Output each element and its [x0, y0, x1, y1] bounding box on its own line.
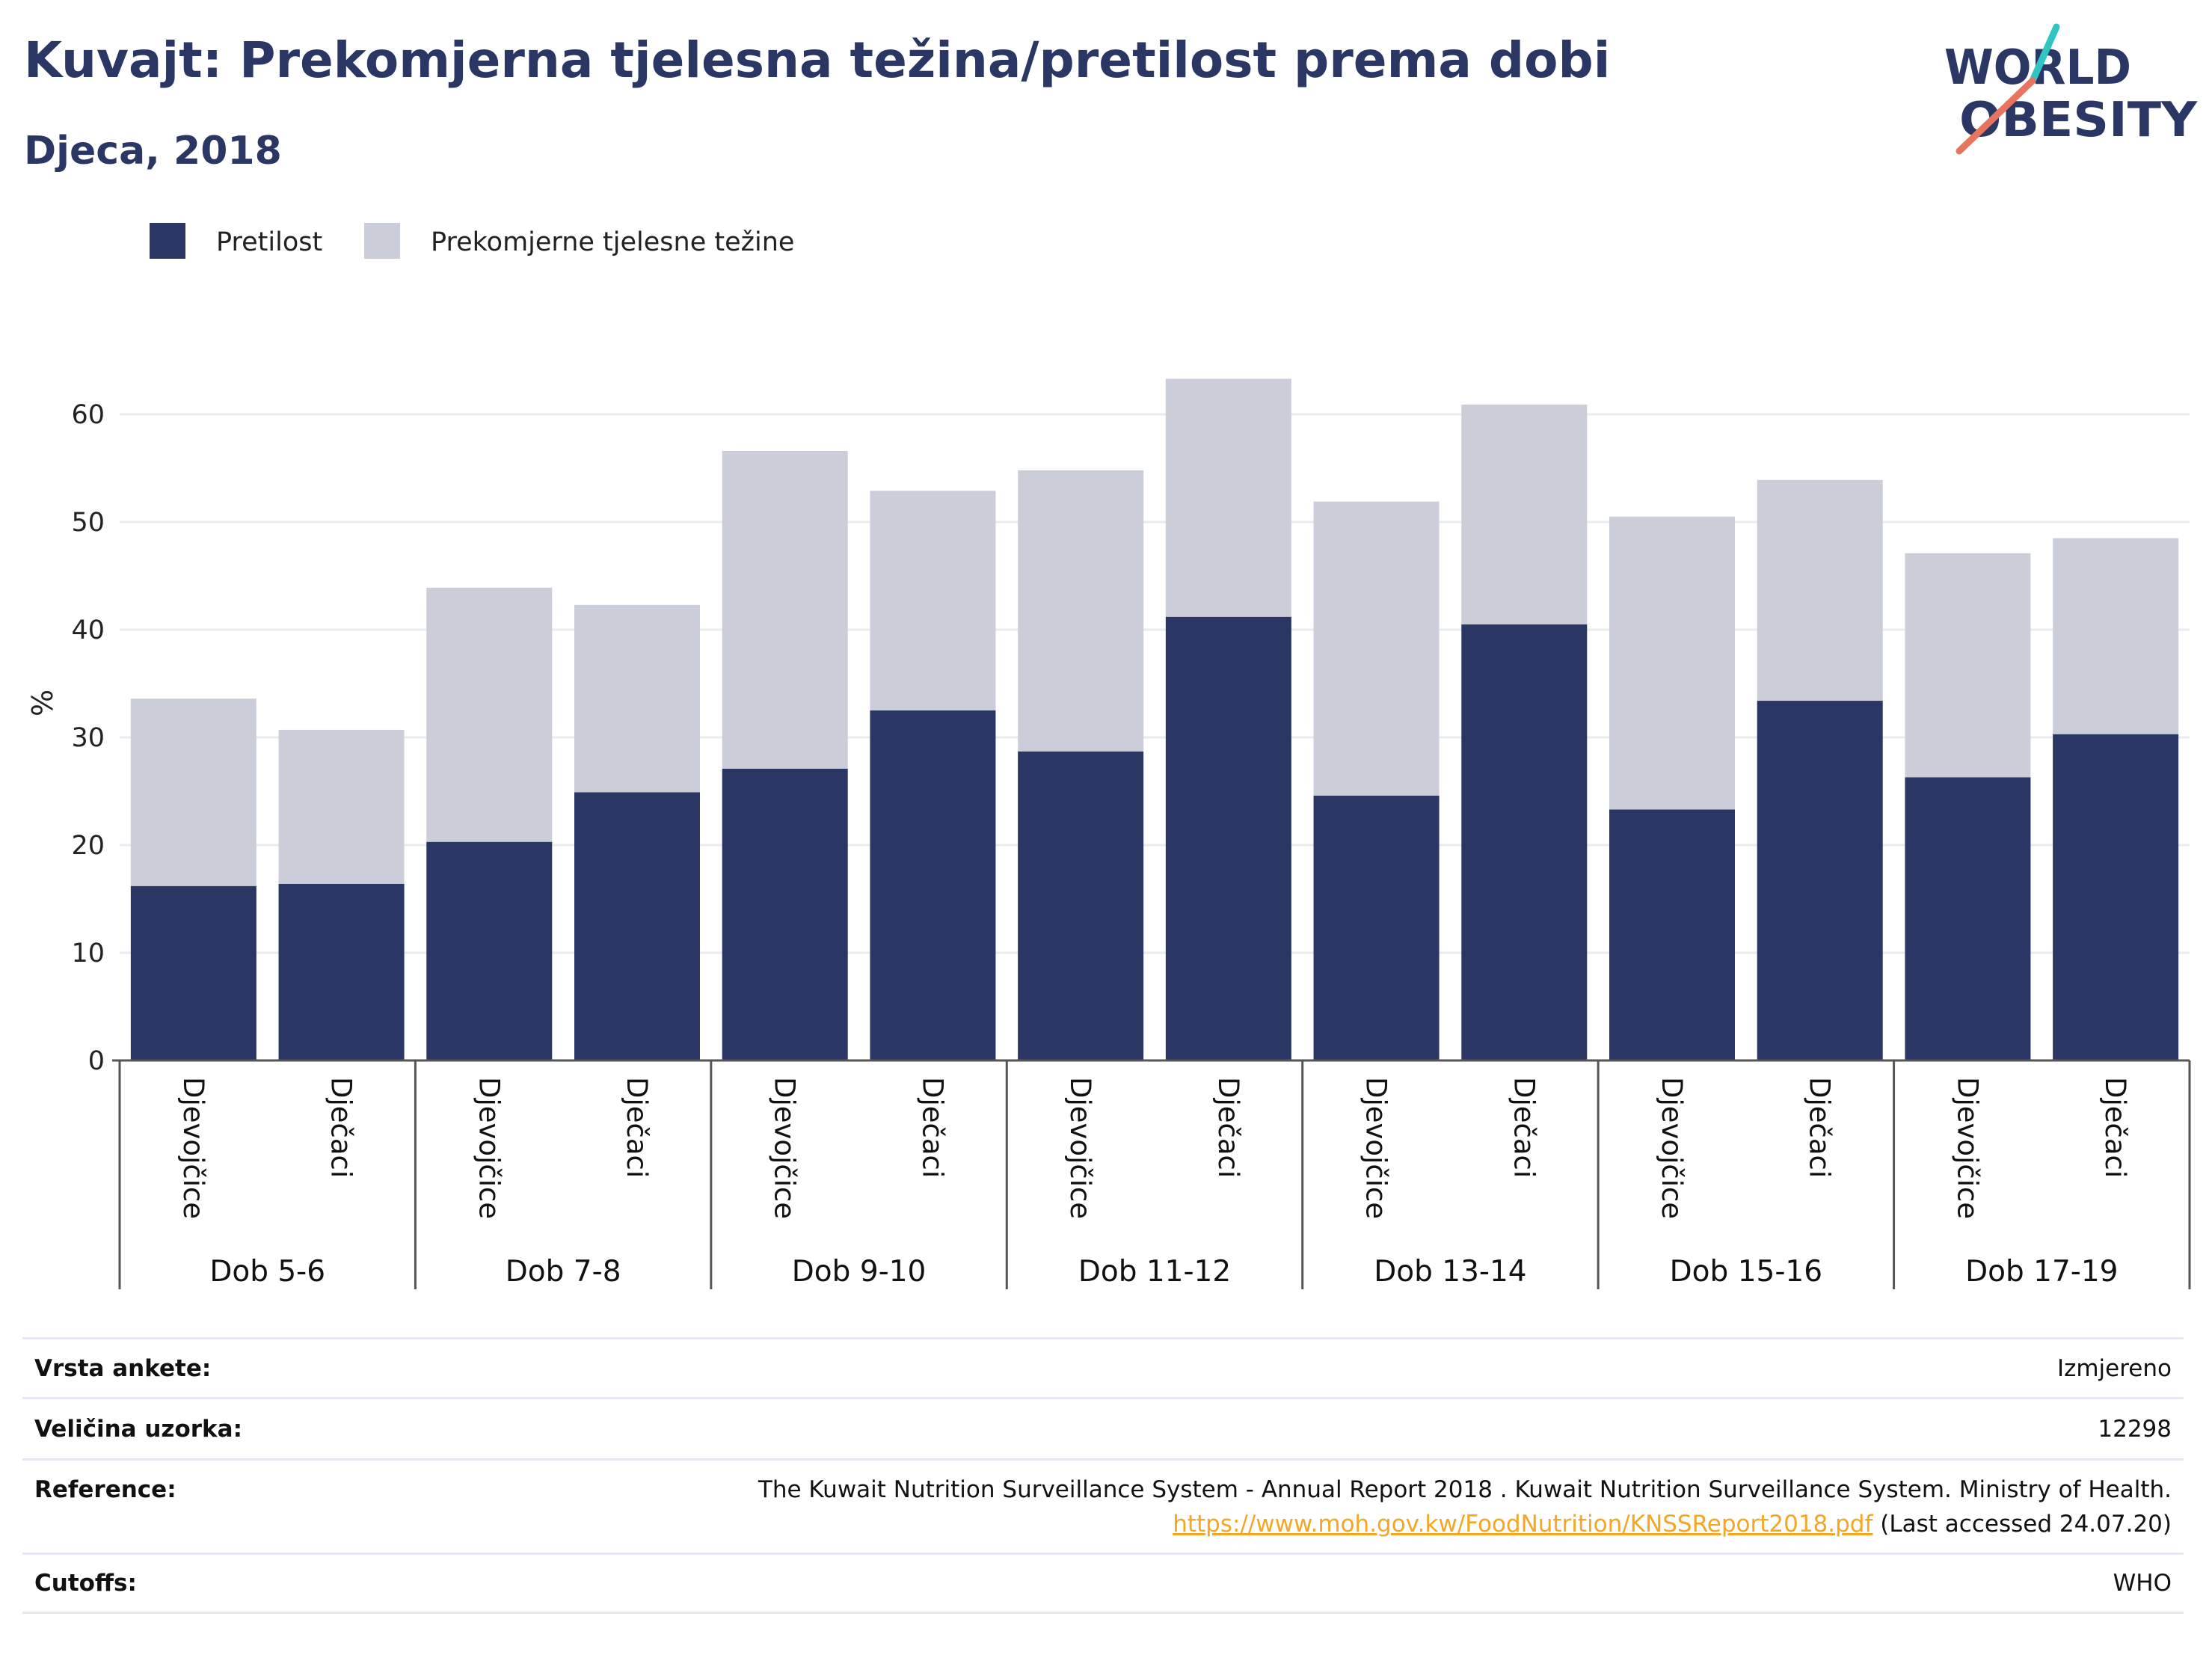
logo-accent-coral: [1956, 77, 2036, 155]
world-obesity-logo: WORLD OBESITY: [1944, 23, 2198, 155]
x-subcategory-label: Djevojčice: [1064, 1077, 1096, 1219]
y-tick-label: 50: [71, 508, 105, 538]
x-subcategory-label: Dječaci: [916, 1077, 948, 1178]
bar-overweight: [278, 729, 405, 884]
y-tick-label: 40: [71, 615, 105, 645]
x-group-label: Dob 9-10: [792, 1255, 927, 1289]
x-group-label: Dob 15-16: [1670, 1255, 1822, 1289]
x-subcategory-label: Dječaci: [325, 1077, 357, 1178]
x-subcategory-label: Djevojčice: [1951, 1077, 1983, 1219]
cutoffs-label: Cutoffs:: [34, 1570, 137, 1597]
legend-label-obesity: Pretilost: [216, 227, 322, 257]
bar-overweight: [130, 698, 256, 886]
x-subcategory-label: Dječaci: [1212, 1077, 1244, 1178]
chart-title: Kuvajt: Prekomjerna tjelesna težina/pret…: [24, 31, 1611, 89]
logo-accent-teal: [2029, 23, 2060, 85]
cutoffs-value: WHO: [2113, 1570, 2172, 1597]
bar-obesity: [1313, 795, 1440, 1060]
y-tick-label: 0: [88, 1046, 105, 1076]
bar-obesity: [1018, 751, 1144, 1060]
x-subcategory-label: Djevojčice: [1656, 1077, 1688, 1219]
bar-overweight: [2053, 538, 2179, 734]
x-group-label: Dob 17-19: [1965, 1255, 2118, 1289]
cutoffs-row: Cutoffs: WHO: [22, 1553, 2184, 1614]
chart-subtitle: Djeca, 2018: [24, 129, 282, 174]
survey-type-row: Vrsta ankete: Izmjereno: [22, 1337, 2184, 1397]
survey-type-label: Vrsta ankete:: [34, 1354, 212, 1382]
x-subcategory-label: Djevojčice: [1360, 1077, 1392, 1219]
sample-size-value: 12298: [2098, 1415, 2172, 1443]
bar-obesity: [1461, 624, 1588, 1060]
bar-overweight: [870, 491, 996, 710]
bar-overweight: [1757, 479, 1883, 701]
x-group-label: Dob 11-12: [1078, 1255, 1231, 1289]
x-subcategory-label: Dječaci: [2099, 1077, 2131, 1178]
x-group-label: Dob 7-8: [506, 1255, 621, 1289]
reference-label: Reference:: [34, 1476, 176, 1503]
bar-overweight: [1165, 378, 1291, 617]
bar-overweight: [722, 450, 848, 769]
legend-swatch-obesity: [150, 223, 185, 259]
bar-overweight: [1018, 470, 1144, 752]
bar-obesity: [1165, 616, 1291, 1060]
reference-link[interactable]: https://www.moh.gov.kw/FoodNutrition/KNS…: [1173, 1511, 1873, 1538]
bar-obesity: [574, 792, 700, 1060]
y-tick-label: 30: [71, 723, 105, 753]
bar-overweight: [574, 604, 700, 793]
sample-size-row: Veličina uzorka: 12298: [22, 1397, 2184, 1458]
x-subcategory-label: Dječaci: [1804, 1077, 1836, 1178]
x-group-label: Dob 5-6: [209, 1255, 325, 1289]
x-group-label: Dob 13-14: [1374, 1255, 1526, 1289]
reference-row: Reference: The Kuwait Nutrition Surveill…: [22, 1458, 2184, 1553]
bar-obesity: [870, 710, 996, 1060]
bar-obesity: [278, 883, 405, 1060]
bar-obesity: [2053, 734, 2179, 1060]
reference-accessed: (Last accessed 24.07.20): [1872, 1511, 2172, 1538]
reference-text: The Kuwait Nutrition Surveillance System…: [758, 1476, 2172, 1503]
bar-obesity: [722, 768, 848, 1060]
x-subcategory-label: Djevojčice: [769, 1077, 801, 1219]
x-subcategory-label: Djevojčice: [177, 1077, 209, 1219]
survey-info-table: Vrsta ankete: Izmjereno Veličina uzorka:…: [22, 1337, 2184, 1614]
y-tick-label: 20: [71, 831, 105, 861]
bar-obesity: [1757, 701, 1883, 1060]
bar-overweight: [1905, 553, 2031, 778]
logo-line-obesity: OBESITY: [1959, 93, 2198, 148]
reference-value: The Kuwait Nutrition Surveillance System…: [758, 1473, 2172, 1541]
bars: [130, 378, 2179, 1060]
bar-obesity: [1609, 809, 1735, 1060]
y-axis-title: %: [26, 690, 59, 716]
bar-overweight: [1609, 516, 1735, 810]
axes: 0 10 20 30 40 50 60 Djevojčice Dječaci Dob 5-6 Dje…: [71, 400, 2191, 1289]
bar-overweight: [426, 587, 553, 842]
sample-size-label: Veličina uzorka:: [34, 1415, 242, 1443]
bar-obesity: [1905, 777, 2031, 1060]
reference-link-line: https://www.moh.gov.kw/FoodNutrition/KNS…: [758, 1507, 2172, 1541]
y-tick-label: 60: [71, 400, 105, 430]
legend-swatch-overweight: [364, 223, 400, 259]
legend-label-overweight: Prekomjerne tjelesne težine: [431, 227, 794, 257]
survey-type-value: Izmjereno: [2056, 1354, 2172, 1382]
bar-obesity: [426, 841, 553, 1060]
bar-obesity: [130, 885, 256, 1060]
x-subcategory-label: Dječaci: [1508, 1077, 1540, 1178]
x-subcategory-label: Dječaci: [621, 1077, 653, 1178]
y-tick-label: 10: [71, 939, 105, 968]
bar-overweight: [1313, 501, 1440, 796]
chart-legend: Pretilost Prekomjerne tjelesne težine: [150, 223, 794, 259]
bar-overweight: [1461, 405, 1588, 624]
x-subcategory-label: Djevojčice: [473, 1077, 505, 1219]
stacked-bar-chart: Pretilost Prekomjerne tjelesne težine 0 1…: [26, 223, 2191, 1289]
